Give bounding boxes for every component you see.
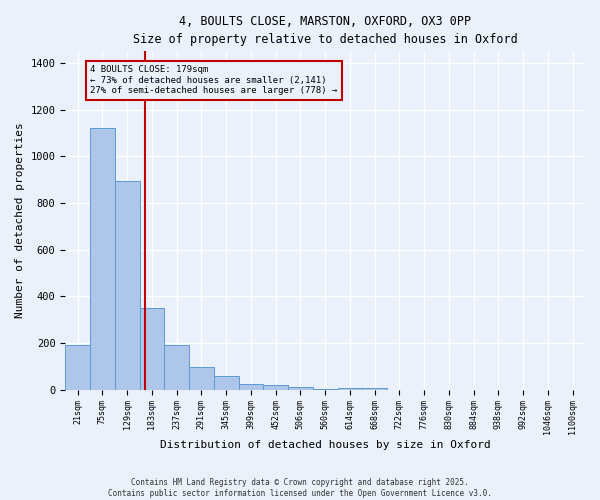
Bar: [164, 344, 189, 390]
X-axis label: Distribution of detached houses by size in Oxford: Distribution of detached houses by size …: [160, 440, 491, 450]
Title: 4, BOULTS CLOSE, MARSTON, OXFORD, OX3 0PP
Size of property relative to detached : 4, BOULTS CLOSE, MARSTON, OXFORD, OX3 0P…: [133, 15, 518, 46]
Bar: [263, 385, 288, 390]
Bar: [189, 367, 214, 390]
Text: 4 BOULTS CLOSE: 179sqm
← 73% of detached houses are smaller (2,141)
27% of semi-: 4 BOULTS CLOSE: 179sqm ← 73% of detached…: [90, 66, 337, 95]
Y-axis label: Number of detached properties: Number of detached properties: [15, 122, 25, 318]
Text: Contains HM Land Registry data © Crown copyright and database right 2025.
Contai: Contains HM Land Registry data © Crown c…: [108, 478, 492, 498]
Bar: [65, 344, 90, 390]
Bar: [313, 388, 338, 390]
Bar: [214, 376, 239, 390]
Bar: [338, 388, 362, 390]
Bar: [239, 384, 263, 390]
Bar: [90, 128, 115, 390]
Bar: [288, 386, 313, 390]
Bar: [362, 388, 387, 390]
Bar: [115, 182, 140, 390]
Bar: [140, 308, 164, 390]
